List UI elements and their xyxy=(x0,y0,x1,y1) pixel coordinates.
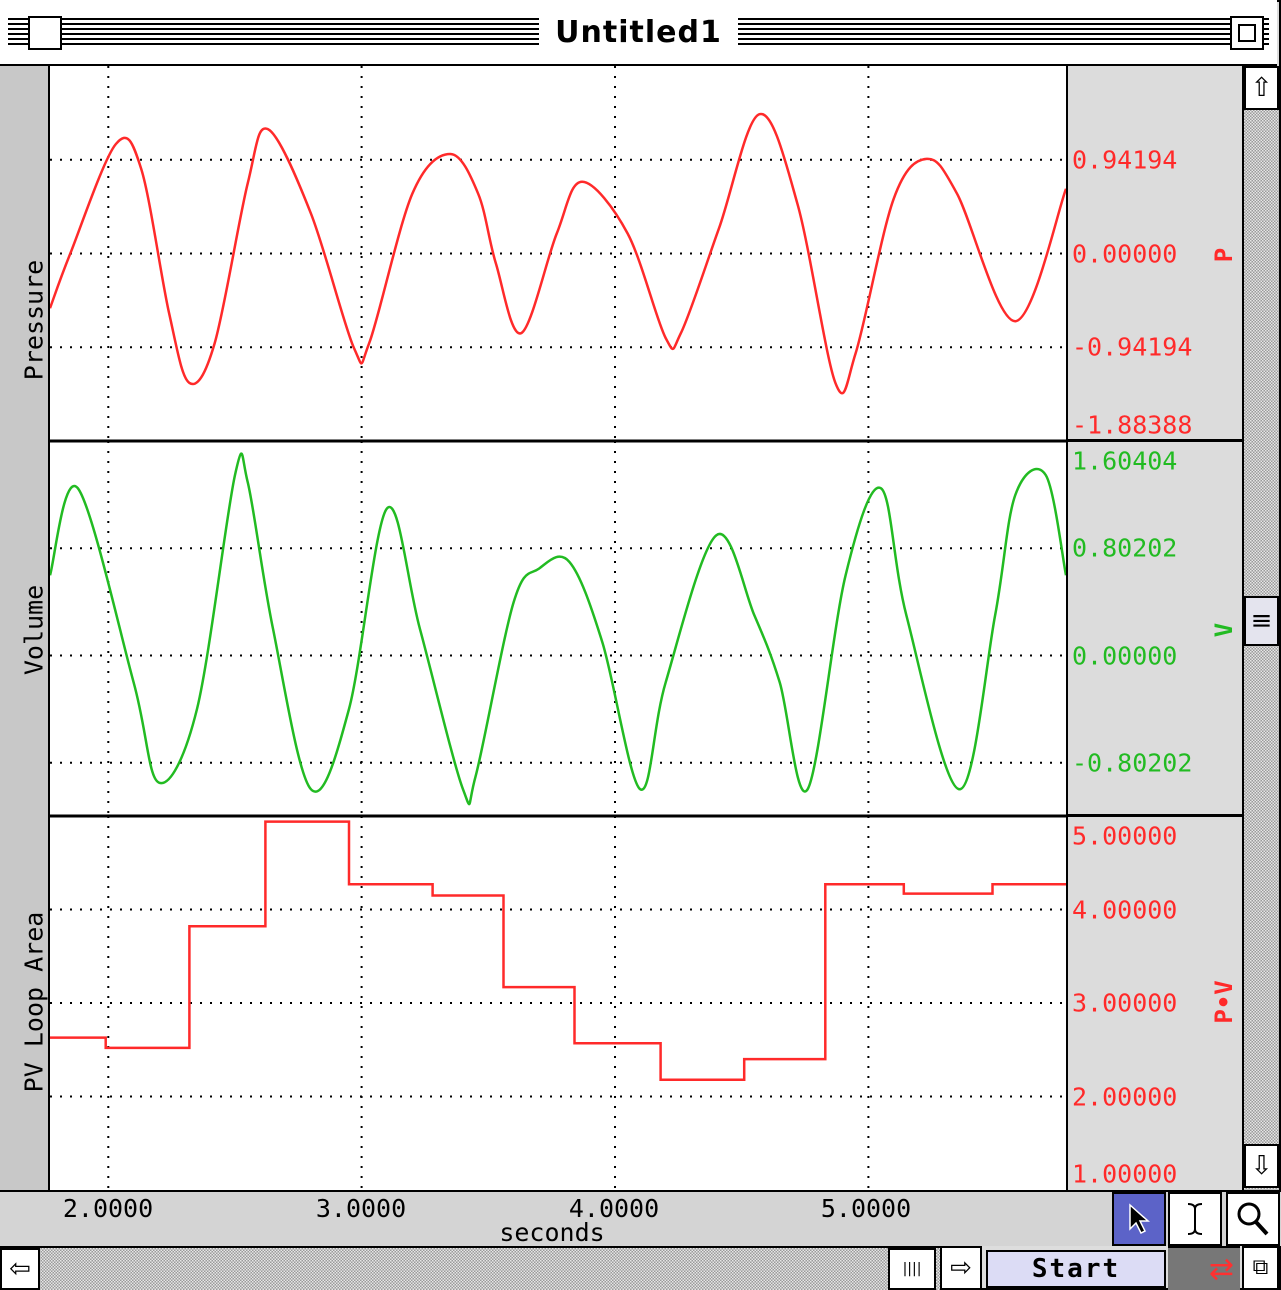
y-tick-label: -0.80202 xyxy=(1072,748,1193,778)
y-tick-label: 1.00000 xyxy=(1072,1159,1178,1189)
left-arrow-icon: ⇦ xyxy=(9,1254,31,1284)
magnifier-glyph xyxy=(1237,1202,1269,1236)
scroll-thumb-horizontal[interactable]: |||| xyxy=(888,1248,936,1290)
x-tick-label: 5.0000 xyxy=(820,1194,912,1223)
x-axis-label: seconds xyxy=(499,1218,605,1247)
swap-arrows-icon: ⇄ xyxy=(1208,1251,1234,1287)
y-tick-label: 4.00000 xyxy=(1072,895,1178,924)
channel-unit-label: P xyxy=(1210,247,1238,263)
y-tick-label: -0.94194 xyxy=(1072,332,1193,362)
y-tick-label: 0.00000 xyxy=(1072,641,1178,671)
y-tick-label: 0.80202 xyxy=(1072,533,1178,563)
series-line-volume xyxy=(50,452,1066,806)
swap-channels-button[interactable]: ⇄ xyxy=(1168,1246,1240,1290)
channel-title-pressure: Pressure xyxy=(19,259,49,381)
hthumb-grip-icon: |||| xyxy=(902,1261,922,1277)
scroll-right-button[interactable]: ⇨ xyxy=(940,1246,982,1290)
scroll-left-button[interactable]: ⇦ xyxy=(0,1248,40,1290)
arrow-pointer-glyph xyxy=(1129,1203,1150,1235)
scroll-up-button[interactable]: ⇧ xyxy=(1244,66,1279,110)
x-tick-label: 4.0000 xyxy=(568,1194,660,1223)
scale-divider xyxy=(1068,814,1244,817)
up-arrow-icon: ⇧ xyxy=(1250,73,1273,103)
channel-unit-label: V xyxy=(1210,622,1238,638)
start-button[interactable]: Start xyxy=(986,1250,1166,1288)
scroll-thumb-vertical[interactable]: ≡ xyxy=(1244,596,1279,646)
y-tick-label: 3.00000 xyxy=(1072,988,1178,1018)
y-tick-label: 5.00000 xyxy=(1072,821,1178,851)
series-line-pressure xyxy=(50,112,1066,395)
thumb-grip-icon: ≡ xyxy=(1250,606,1273,636)
text-cursor-icon[interactable] xyxy=(1168,1192,1222,1246)
magnifier-icon[interactable] xyxy=(1226,1192,1280,1246)
scale-column xyxy=(1066,66,1244,1190)
x-axis-strip: 2.0000 3.0000 4.0000 5.0000 seconds xyxy=(0,1190,1096,1247)
down-arrow-icon: ⇩ xyxy=(1250,1151,1273,1181)
scroll-down-button[interactable]: ⇩ xyxy=(1244,1144,1279,1188)
horizontal-scrollbar[interactable]: ⇦ |||| xyxy=(0,1246,940,1290)
y-tick-label: 0.00000 xyxy=(1072,239,1178,268)
series-line-pv-loop-area xyxy=(50,820,1066,1081)
right-arrow-icon: ⇨ xyxy=(950,1253,972,1283)
channel-title-pv-loop-area: PV Loop Area xyxy=(19,911,49,1093)
close-box[interactable] xyxy=(28,16,62,50)
y-tick-label: 0.94194 xyxy=(1072,145,1178,175)
y-tick-label: -1.88388 xyxy=(1072,410,1193,440)
y-tick-label: 2.00000 xyxy=(1072,1082,1178,1111)
resize-icon: ⧉ xyxy=(1252,1255,1269,1280)
x-tick-label: 3.0000 xyxy=(315,1194,407,1223)
channel-unit-label: P•V xyxy=(1210,980,1238,1024)
channel-title-strip xyxy=(0,66,50,1190)
plot-area[interactable] xyxy=(50,66,1066,1190)
title-bar[interactable]: Untitled1 xyxy=(0,0,1277,66)
arrow-pointer-icon[interactable] xyxy=(1112,1192,1166,1246)
y-tick-label: 1.60404 xyxy=(1072,446,1178,476)
plot-background xyxy=(50,66,1066,1190)
title-bar-stripes xyxy=(8,18,1269,48)
channel-title-volume: Volume xyxy=(19,584,49,676)
grow-box[interactable]: ⧉ xyxy=(1242,1246,1279,1290)
vertical-scrollbar[interactable]: ⇧ ≡ ⇩ xyxy=(1242,66,1279,1190)
text-cursor-glyph xyxy=(1187,1203,1203,1235)
x-tick-label: 2.0000 xyxy=(62,1194,154,1223)
scale-divider xyxy=(1068,439,1244,442)
zoom-box[interactable] xyxy=(1230,16,1264,50)
zoom-box-icon xyxy=(1238,24,1256,42)
